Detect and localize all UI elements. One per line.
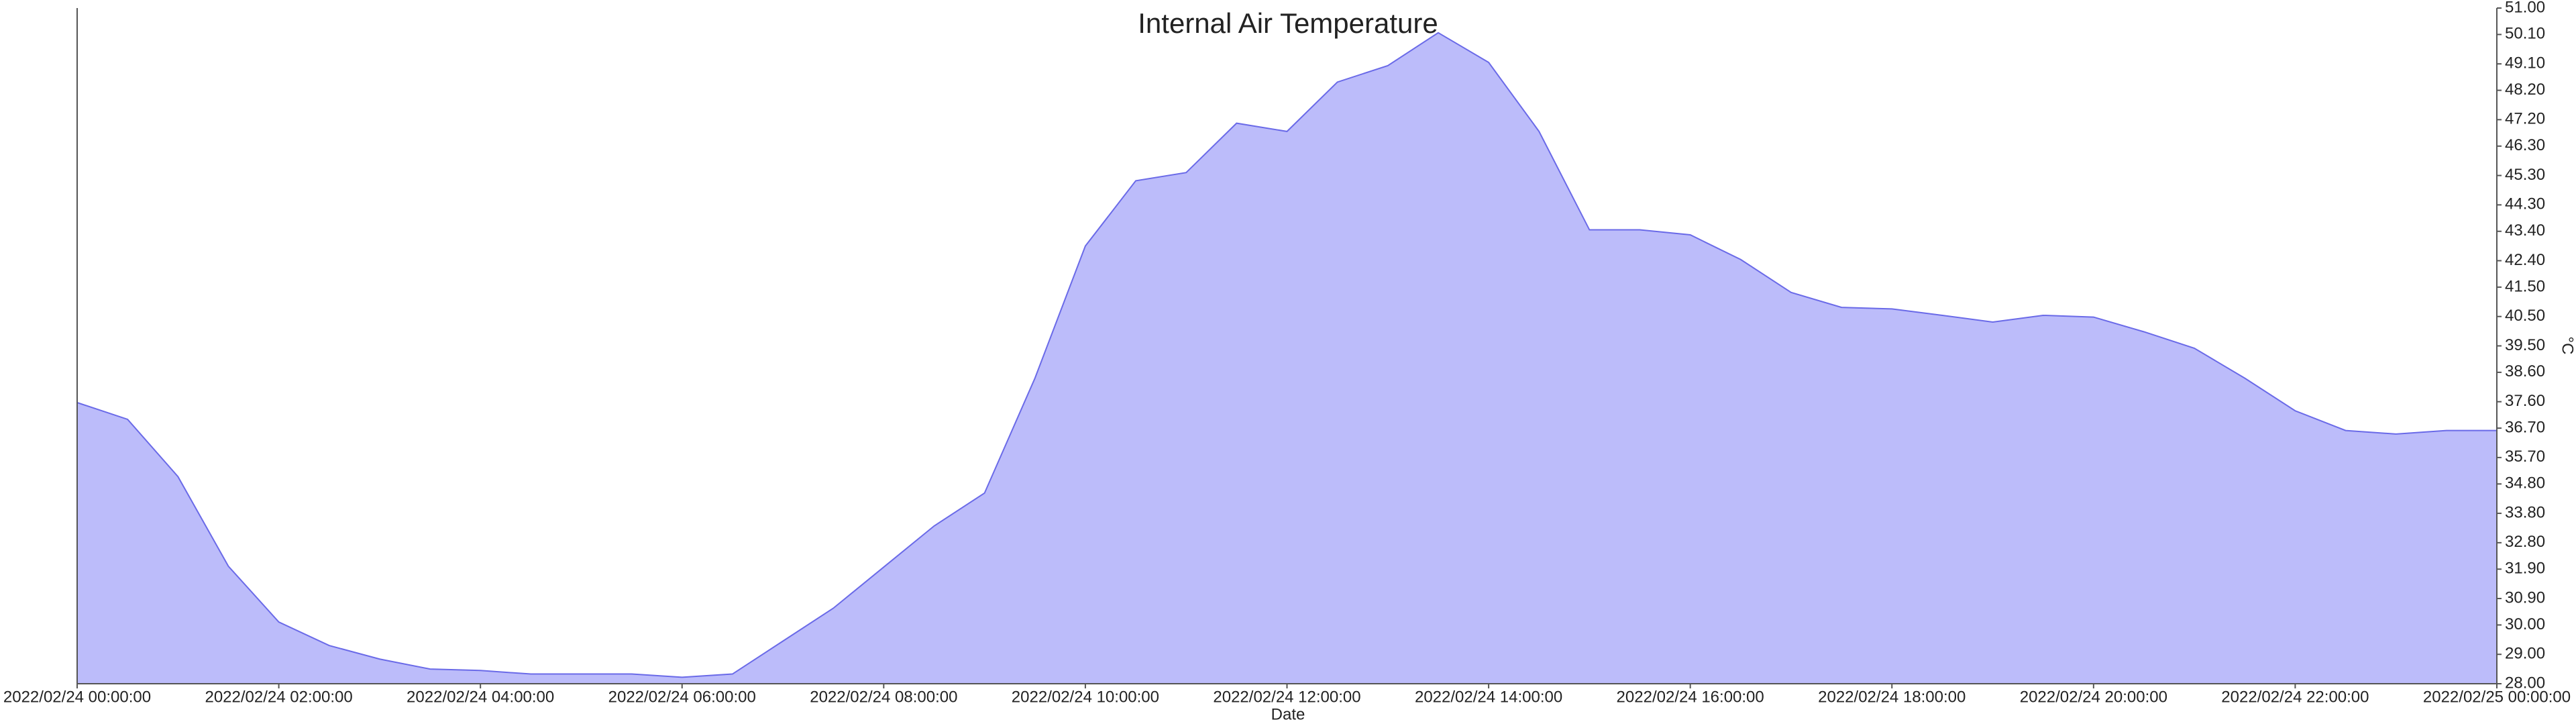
x-tick-label: 2022/02/24 18:00:00 — [1818, 688, 1966, 706]
y-tick-label: 34.80 — [2505, 474, 2545, 492]
x-tick-label: 2022/02/24 04:00:00 — [407, 688, 554, 706]
x-axis-label: Date — [1271, 705, 1305, 723]
y-tick-label: 51.00 — [2505, 0, 2545, 16]
y-tick-label: 39.50 — [2505, 336, 2545, 354]
y-tick-label: 32.80 — [2505, 533, 2545, 551]
y-tick-label: 31.90 — [2505, 560, 2545, 578]
x-tick-label: 2022/02/24 06:00:00 — [608, 688, 756, 706]
y-tick-label: 41.50 — [2505, 277, 2545, 295]
y-tick-label: 47.20 — [2505, 110, 2545, 128]
y-tick-label: 36.70 — [2505, 418, 2545, 436]
y-tick-label: 38.60 — [2505, 362, 2545, 380]
x-tick-label: 2022/02/24 00:00:00 — [3, 688, 151, 706]
y-tick-label: 46.30 — [2505, 136, 2545, 154]
y-tick-label: 50.10 — [2505, 25, 2545, 43]
y-tick-label: 48.20 — [2505, 81, 2545, 99]
x-tick-label: 2022/02/24 08:00:00 — [810, 688, 957, 706]
y-tick-label: 30.00 — [2505, 615, 2545, 633]
y-tick-label: 28.00 — [2505, 674, 2545, 692]
y-tick-label: 44.30 — [2505, 195, 2545, 213]
x-tick-label: 2022/02/25 00:00:00 — [2423, 688, 2571, 706]
area-fill — [77, 32, 2497, 684]
y-tick-label: 42.40 — [2505, 251, 2545, 269]
y-tick-label: 37.60 — [2505, 392, 2545, 410]
x-tick-label: 2022/02/24 16:00:00 — [1617, 688, 1764, 706]
y-tick-label: 43.40 — [2505, 221, 2545, 240]
y-tick-label: 35.70 — [2505, 448, 2545, 466]
area-line — [76, 32, 2497, 678]
x-tick-label: 2022/02/24 22:00:00 — [2221, 688, 2369, 706]
y-tick-label: 40.50 — [2505, 307, 2545, 325]
x-tick-label: 2022/02/24 02:00:00 — [205, 688, 352, 706]
y-tick-label: 30.90 — [2505, 588, 2545, 607]
x-tick-label: 2022/02/24 12:00:00 — [1213, 688, 1360, 706]
y-tick-label: 49.10 — [2505, 54, 2545, 72]
y-axis-label: °C — [2559, 337, 2576, 355]
y-tick-label: 29.00 — [2505, 645, 2545, 663]
x-tick-label: 2022/02/24 14:00:00 — [1415, 688, 1562, 706]
chart-title: Internal Air Temperature — [1138, 7, 1438, 39]
y-tick-label: 45.30 — [2505, 166, 2545, 184]
y-tick-label: 33.80 — [2505, 503, 2545, 521]
x-tick-label: 2022/02/24 10:00:00 — [1012, 688, 1159, 706]
x-tick-label: 2022/02/24 20:00:00 — [2020, 688, 2167, 706]
